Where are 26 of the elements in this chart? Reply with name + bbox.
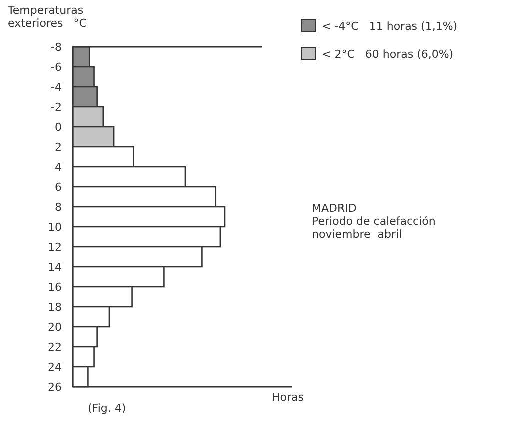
- y-tick-label: 14: [48, 260, 62, 274]
- y-axis-title: Temperaturas exteriores °C: [7, 4, 88, 30]
- y-tick-label: 18: [48, 300, 62, 314]
- y-tick-label: 6: [55, 180, 62, 194]
- y-tick-label: 2: [55, 140, 62, 154]
- y-tick-label: -6: [51, 60, 62, 74]
- y-tick-label: -2: [51, 100, 62, 114]
- text: < -4°C 11 horas (1,1%): [322, 20, 458, 33]
- y-tick-label: 24: [48, 360, 62, 374]
- y-tick-label: 20: [48, 320, 62, 334]
- y-tick-label: 22: [48, 340, 62, 354]
- text: (Fig. 4): [88, 402, 126, 415]
- y-tick-label: 10: [48, 220, 62, 234]
- y-tick-label: 16: [48, 280, 62, 294]
- y-tick-label: -4: [51, 80, 62, 94]
- text: < 2°C 60 horas (6,0%): [322, 48, 454, 61]
- text: Periodo de calefacción: [312, 215, 436, 228]
- y-tick-label: 12: [48, 240, 62, 254]
- text: noviembre abril: [312, 228, 402, 241]
- y-tick-label: 4: [55, 160, 62, 174]
- y-tick-label: 8: [55, 200, 62, 214]
- y-tick-label: -8: [51, 40, 62, 54]
- x-axis-title: Horas: [272, 391, 304, 404]
- y-tick-label: 0: [55, 120, 62, 134]
- text: MADRID: [312, 202, 357, 215]
- y-tick-label: 26: [48, 380, 62, 394]
